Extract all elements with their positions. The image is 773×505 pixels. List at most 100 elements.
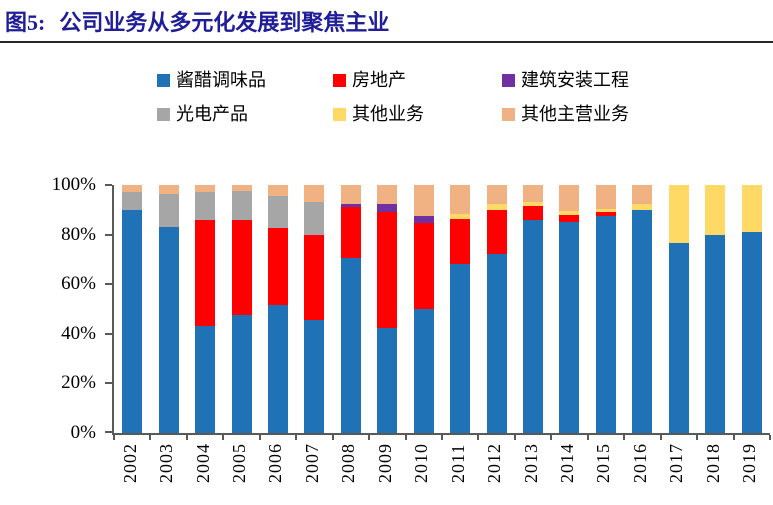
- bar-slot-2004: [187, 185, 223, 433]
- segment-condiments: [705, 234, 726, 433]
- y-tick-label: 0%: [70, 422, 96, 443]
- bar-2015: [595, 185, 616, 433]
- bar-slot-2015: [588, 185, 624, 433]
- title-divider: [0, 41, 773, 43]
- x-tick-label: 2002: [119, 443, 140, 483]
- x-tick-label: 2014: [556, 443, 577, 483]
- y-tick-mark: [105, 283, 112, 286]
- bar-2014: [559, 185, 580, 433]
- x-tick-mark: [113, 435, 115, 440]
- legend-swatch-construction: [502, 73, 515, 87]
- segment-condiments: [304, 320, 325, 433]
- x-tick-mark: [404, 435, 407, 440]
- x-label-cell: 2014: [549, 443, 585, 483]
- bar-2006: [267, 185, 288, 433]
- legend-item-real-estate: 房地产: [333, 70, 502, 90]
- bar-2002: [122, 185, 143, 433]
- x-label-cell: 2017: [659, 443, 695, 483]
- x-label-cell: 2003: [148, 443, 184, 483]
- legend-item-condiments: 酱醋调味品: [157, 70, 333, 90]
- bar-slot-2007: [296, 185, 332, 433]
- segment-other-business: [523, 202, 544, 207]
- bar-slot-2013: [515, 185, 551, 433]
- x-label-cell: 2002: [112, 443, 148, 483]
- segment-other-main-business: [267, 185, 288, 197]
- segment-real-estate: [450, 218, 471, 265]
- x-label-cell: 2013: [513, 443, 549, 483]
- x-label-cell: 2011: [440, 443, 476, 483]
- x-tick-mark: [513, 435, 516, 440]
- x-label-cell: 2009: [367, 443, 403, 483]
- legend-label: 酱醋调味品: [176, 70, 266, 90]
- x-tick-mark: [550, 435, 553, 440]
- bar-slot-2014: [551, 185, 587, 433]
- x-tick-mark: [185, 435, 188, 440]
- x-tick-label: 2009: [374, 443, 395, 483]
- segment-condiments: [413, 309, 434, 433]
- bar-2010: [413, 185, 434, 433]
- x-tick-label: 2019: [739, 443, 760, 483]
- y-tick-mark: [105, 431, 112, 433]
- segment-condiments: [377, 327, 398, 433]
- bar-2004: [195, 185, 216, 433]
- segment-other-business: [668, 185, 689, 244]
- x-tick-label: 2006: [265, 443, 286, 483]
- figure-header: 图5: 公司业务从多元化发展到聚焦主业: [5, 5, 389, 37]
- x-tick-label: 2016: [629, 443, 650, 483]
- segment-real-estate: [595, 212, 616, 216]
- y-tick-mark: [105, 332, 112, 335]
- x-tick-mark: [149, 435, 152, 440]
- y-tick-label: 80%: [61, 223, 96, 245]
- x-tick-mark: [732, 435, 735, 440]
- segment-real-estate: [413, 223, 434, 309]
- segment-other-business: [741, 185, 762, 233]
- legend-label: 光电产品: [176, 104, 248, 124]
- segment-condiments: [595, 216, 616, 433]
- legend-swatch-other-main-business: [502, 107, 515, 121]
- bar-slot-2006: [260, 185, 296, 433]
- chart-legend: 酱醋调味品 房地产 建筑安装工程光电产品 其他业务 其他主营业务: [157, 70, 629, 124]
- bar-2013: [523, 185, 544, 433]
- segment-optoelectronics: [231, 191, 252, 220]
- segment-other-business: [632, 203, 653, 210]
- x-label-cell: 2007: [294, 443, 330, 483]
- x-tick-label: 2003: [156, 443, 177, 483]
- bar-2009: [377, 185, 398, 433]
- x-tick-mark: [586, 435, 589, 440]
- x-label-cell: 2015: [586, 443, 622, 483]
- bar-slot-2005: [223, 185, 259, 433]
- segment-other-main-business: [377, 185, 398, 204]
- x-tick-mark: [222, 435, 225, 440]
- segment-condiments: [559, 222, 580, 433]
- legend-label: 房地产: [352, 70, 406, 90]
- segment-real-estate: [304, 234, 325, 321]
- segment-real-estate: [267, 228, 288, 306]
- x-tick-label: 2015: [593, 443, 614, 483]
- segment-real-estate: [195, 219, 216, 327]
- bar-slot-2002: [114, 185, 150, 433]
- legend-label: 其他业务: [352, 104, 424, 124]
- x-tick-label: 2011: [447, 443, 468, 483]
- segment-other-main-business: [195, 185, 216, 193]
- segment-condiments: [668, 243, 689, 433]
- bar-slot-2017: [661, 185, 697, 433]
- x-tick-label: 2017: [666, 443, 687, 483]
- x-label-cell: 2018: [695, 443, 731, 483]
- x-tick-label: 2004: [192, 443, 213, 483]
- legend-swatch-condiments: [157, 73, 170, 87]
- x-tick-label: 2012: [484, 443, 505, 483]
- segment-construction: [340, 203, 361, 208]
- x-tick-mark: [441, 435, 443, 440]
- page-title: 公司业务从多元化发展到聚焦主业: [59, 10, 390, 35]
- x-tick-mark: [696, 435, 699, 440]
- x-tick-mark: [368, 435, 371, 440]
- legend-label: 其他主营业务: [521, 104, 629, 124]
- segment-real-estate: [231, 219, 252, 316]
- segment-other-main-business: [158, 185, 179, 194]
- segment-other-main-business: [413, 185, 434, 217]
- bar-slot-2003: [150, 185, 186, 433]
- x-tick-label: 2018: [702, 443, 723, 483]
- segment-other-business: [559, 211, 580, 215]
- y-tick-mark: [105, 382, 112, 385]
- legend-item-construction: 建筑安装工程: [502, 70, 629, 90]
